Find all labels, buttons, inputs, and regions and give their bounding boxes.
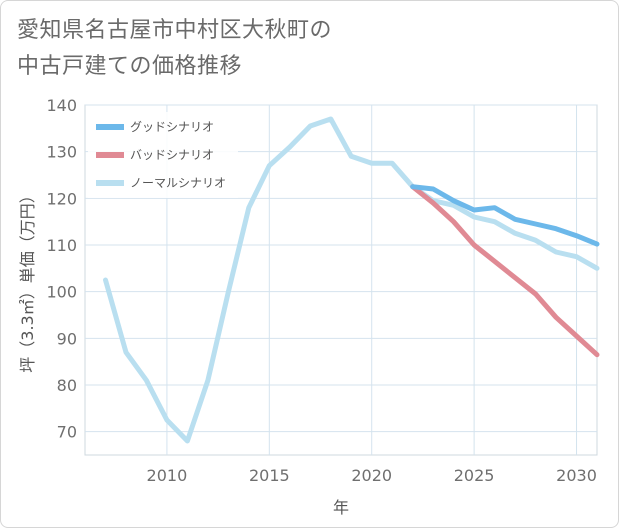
title-line-2: 中古戸建ての価格推移 — [17, 54, 243, 79]
y-axis-label: 坪（3.3㎡）単価（万円） — [18, 187, 37, 372]
legend-label: バッドシナリオ — [130, 148, 214, 162]
y-tick-label: 80 — [57, 376, 77, 395]
legend-label: グッドシナリオ — [130, 120, 214, 134]
series-line-2 — [410, 184, 600, 358]
chart-title: 愛知県名古屋市中村区大秋町の 中古戸建ての価格推移 — [17, 13, 557, 85]
y-tick-label: 110 — [46, 236, 77, 255]
y-tick-label: 90 — [57, 329, 77, 348]
tick-labels: 70 80 90 100 110 120 130 140 2010 2015 2020 2025 203… — [46, 96, 596, 485]
y-tick-label: 100 — [46, 283, 77, 302]
series-line-3 — [103, 116, 600, 444]
title-line-1: 愛知県名古屋市中村区大秋町の — [17, 18, 333, 43]
x-axis-label: 年 — [333, 498, 349, 517]
y-tick-label: 70 — [57, 423, 77, 442]
x-tick-label: 2025 — [454, 466, 495, 485]
x-tick-label: 2015 — [249, 466, 290, 485]
series-line-1 — [410, 184, 600, 247]
series-lines — [103, 116, 600, 444]
legend-label: ノーマルシナリオ — [130, 176, 226, 190]
y-tick-label: 130 — [46, 143, 77, 162]
y-tick-label: 120 — [46, 189, 77, 208]
x-tick-label: 2030 — [556, 466, 597, 485]
y-tick-label: 140 — [46, 96, 77, 115]
x-tick-label: 2020 — [351, 466, 392, 485]
x-tick-label: 2010 — [147, 466, 188, 485]
